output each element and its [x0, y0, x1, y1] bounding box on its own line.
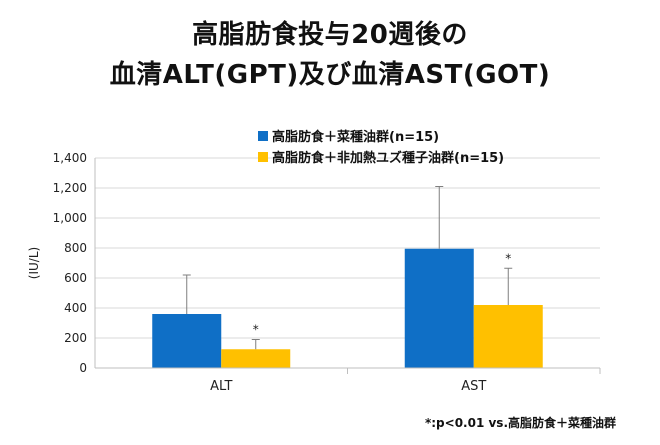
legend: 高脂肪食＋菜種油群(n=15) 高脂肪食＋非加熱ユズ種子油群(n=15) [258, 129, 504, 166]
bar-alt-series-1 [152, 314, 222, 368]
significance-marker: * [253, 323, 259, 337]
x-tick-label: ALT [210, 379, 232, 394]
y-tick-label: 0 [79, 361, 87, 375]
x-axis: ALT AST [95, 367, 601, 394]
chart-title-line-2: 血清ALT(GPT)及び血清AST(GOT) [109, 60, 551, 90]
y-tick-label: 200 [64, 331, 87, 345]
significance-marker: * [505, 251, 511, 265]
x-tick-label: AST [461, 379, 486, 394]
gridlines [95, 157, 600, 369]
bars: ** [152, 186, 543, 368]
y-tick-label: 1,400 [53, 151, 87, 165]
y-tick-label: 600 [64, 271, 87, 285]
y-tick-label: 800 [64, 241, 87, 255]
legend-swatch-2 [258, 152, 268, 162]
significance-footnote: *:p<0.01 vs.高脂肪食＋菜種油群 [424, 416, 616, 430]
legend-label-1: 高脂肪食＋菜種油群(n=15) [272, 129, 439, 145]
y-axis-label: (IU/L) [27, 247, 41, 279]
legend-label-2: 高脂肪食＋非加熱ユズ種子油群(n=15) [272, 150, 504, 166]
chart-title-line-1: 高脂肪食投与20週後の [192, 20, 468, 50]
bar-ast-series-1 [404, 248, 474, 368]
bar-ast-series-2 [473, 305, 543, 368]
bar-alt-series-2 [221, 349, 291, 368]
y-tick-label: 400 [64, 301, 87, 315]
y-tick-label: 1,200 [53, 181, 87, 195]
y-axis: 0 200 400 600 800 1,000 1,200 1,400 (IU/L) [27, 151, 96, 375]
y-tick-label: 1,000 [53, 211, 87, 225]
legend-swatch-1 [258, 131, 268, 141]
